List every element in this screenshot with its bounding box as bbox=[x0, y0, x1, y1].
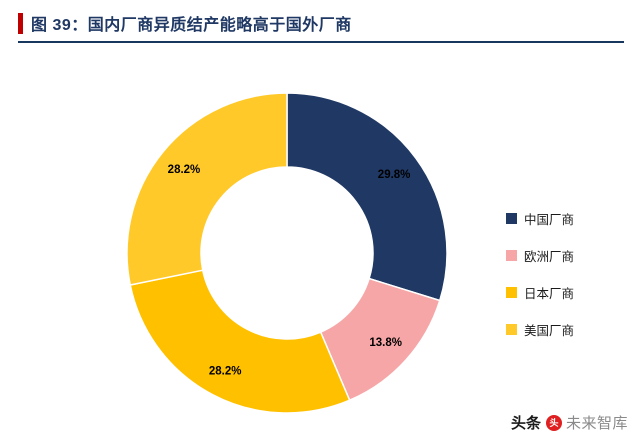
chart-legend: 中国厂商欧洲厂商日本厂商美国厂商 bbox=[506, 212, 574, 360]
donut-slice-1 bbox=[286, 92, 448, 302]
watermark-prefix: 头条 bbox=[510, 415, 541, 432]
figure-title: 国内厂商异质结产能略高于国外厂商 bbox=[87, 17, 352, 34]
slice-data-label: 28.2% bbox=[168, 164, 201, 176]
donut-slice-3 bbox=[129, 269, 351, 414]
legend-swatch bbox=[506, 213, 517, 224]
legend-swatch bbox=[506, 250, 517, 261]
slice-data-label: 29.8% bbox=[378, 169, 411, 181]
legend-label: 中国厂商 bbox=[524, 213, 575, 227]
donut-chart: 29.8% 13.8% 28.2% 28.2% bbox=[126, 92, 448, 414]
toutiao-logo-icon: 头 bbox=[545, 414, 562, 431]
legend-item-3: 日本厂商 bbox=[506, 286, 575, 301]
accent-bar bbox=[18, 12, 23, 34]
figure-header: 图 39： 国内厂商异质结产能略高于国外厂商 bbox=[18, 10, 352, 36]
legend-item-2: 欧洲厂商 bbox=[506, 249, 575, 264]
legend-swatch bbox=[506, 287, 517, 298]
header-divider bbox=[18, 41, 624, 43]
figure-number: 图 39： bbox=[31, 17, 88, 34]
watermark-handle: 未来智库 bbox=[565, 415, 628, 432]
watermark: 头条 头 未来智库 bbox=[511, 412, 628, 433]
legend-item-1: 中国厂商 bbox=[506, 212, 575, 227]
legend-item-4: 美国厂商 bbox=[506, 323, 575, 338]
legend-label: 美国厂商 bbox=[524, 324, 575, 338]
legend-label: 日本厂商 bbox=[524, 287, 575, 301]
legend-label: 欧洲厂商 bbox=[524, 250, 575, 264]
legend-swatch bbox=[506, 324, 517, 335]
donut-slice-4 bbox=[126, 92, 288, 286]
slice-data-label: 13.8% bbox=[369, 337, 402, 349]
slice-data-label: 28.2% bbox=[209, 366, 242, 378]
